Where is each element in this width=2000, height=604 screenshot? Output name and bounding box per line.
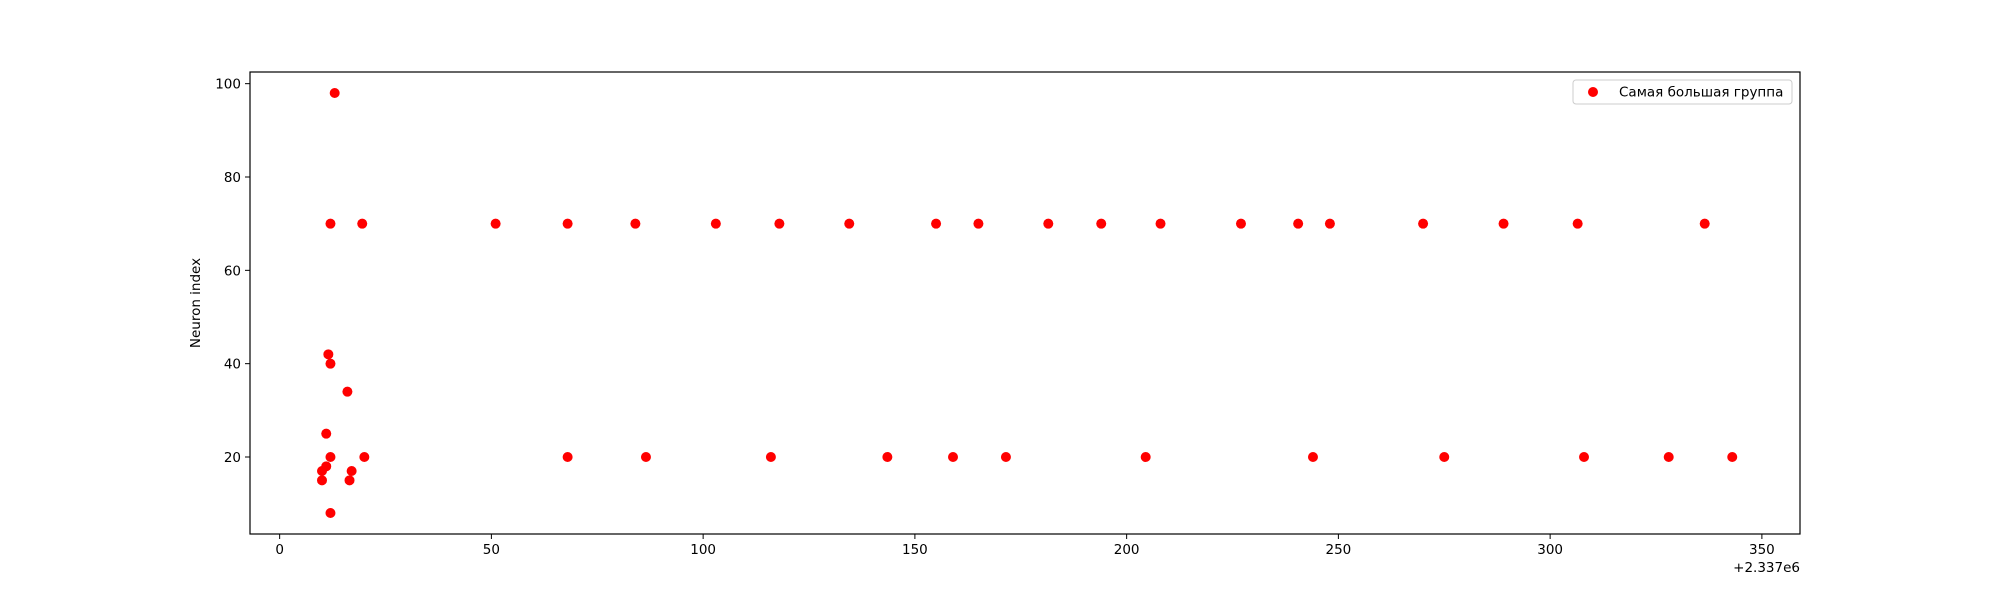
data-point: [342, 386, 353, 397]
data-point: [344, 475, 355, 486]
y-tick-label: 60: [224, 263, 241, 279]
data-point: [882, 452, 893, 462]
data-point: [765, 452, 776, 462]
y-tick-label: 40: [224, 357, 241, 373]
x-tick-label: 250: [1325, 542, 1351, 558]
data-point: [640, 452, 651, 462]
data-point: [321, 428, 332, 439]
data-point: [1498, 218, 1509, 229]
data-point: [490, 218, 501, 229]
data-point: [562, 452, 573, 462]
data-point: [323, 349, 334, 360]
y-tick-label: 80: [224, 170, 241, 186]
data-points: [316, 88, 1738, 518]
x-tick-label: 300: [1537, 542, 1563, 558]
data-point: [325, 358, 336, 369]
data-point: [774, 218, 785, 229]
x-tick-label: 350: [1749, 542, 1775, 558]
data-point: [710, 218, 721, 229]
data-point: [1579, 452, 1590, 462]
data-point: [325, 218, 336, 229]
data-point: [1307, 452, 1318, 462]
y-tick-label: 100: [215, 77, 241, 93]
axis-ticks: 0 50 100 150 200 250 300 350 20 40 60 80 100: [215, 77, 1775, 558]
data-point: [844, 218, 855, 229]
y-axis-label: Neuron index: [188, 258, 204, 348]
data-point: [630, 218, 641, 229]
data-point: [1155, 218, 1166, 229]
data-point: [346, 466, 357, 476]
x-tick-label: 100: [690, 542, 716, 558]
data-point: [1727, 452, 1738, 462]
data-point: [948, 452, 959, 462]
x-axis-offset-label: +2.337e6: [1733, 560, 1800, 576]
data-point: [325, 452, 336, 462]
data-point: [1000, 452, 1011, 462]
data-point: [1699, 218, 1710, 229]
legend-marker: [1588, 87, 1598, 97]
data-point: [1418, 218, 1429, 229]
legend: Самая большая группа: [1572, 79, 1793, 105]
data-point: [316, 475, 327, 486]
data-point: [325, 508, 336, 518]
legend-frame: [1572, 79, 1793, 105]
data-point: [1235, 218, 1246, 229]
data-point: [973, 218, 984, 229]
x-tick-label: 150: [902, 542, 928, 558]
data-point: [1324, 218, 1335, 229]
x-tick-label: 200: [1114, 542, 1140, 558]
x-tick-label: 50: [483, 542, 500, 558]
x-tick-label: 0: [275, 542, 284, 558]
data-point: [931, 218, 942, 229]
data-point: [1096, 218, 1107, 229]
data-point: [1043, 218, 1054, 229]
data-point: [321, 461, 332, 472]
data-point: [1293, 218, 1304, 229]
data-point: [357, 218, 368, 229]
data-point: [329, 88, 340, 98]
legend-label: Самая большая группа: [1619, 85, 1783, 101]
plot-area-frame: [249, 71, 1801, 535]
data-point: [1140, 452, 1151, 462]
data-point: [562, 218, 573, 229]
data-point: [1439, 452, 1450, 462]
data-point: [1663, 452, 1674, 462]
data-point: [359, 452, 370, 462]
data-point: [1572, 218, 1583, 229]
y-tick-label: 20: [224, 450, 241, 466]
